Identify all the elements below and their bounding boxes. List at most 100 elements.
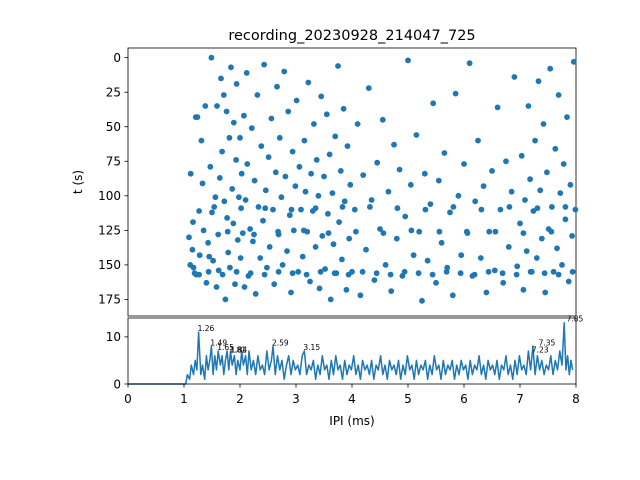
raster-point xyxy=(325,210,331,217)
ipi-x-tick-label: 2 xyxy=(236,392,244,406)
raster-point xyxy=(331,270,338,277)
raster-point xyxy=(298,206,304,213)
raster-point xyxy=(230,220,237,227)
raster-point xyxy=(227,264,233,271)
raster-point xyxy=(569,268,576,275)
raster-point xyxy=(499,270,506,277)
raster-y-tick-label: 175 xyxy=(98,293,121,307)
chart-title: recording_20230928_214047_725 xyxy=(228,28,475,44)
raster-point xyxy=(351,206,358,213)
raster-point xyxy=(357,292,364,299)
raster-y-tick-label: 150 xyxy=(98,258,121,272)
raster-point xyxy=(237,255,244,261)
raster-point xyxy=(477,255,484,261)
raster-point xyxy=(522,197,528,203)
raster-point xyxy=(322,266,328,272)
raster-axes: 0 25 50 75 100 125 150 175 t (s) xyxy=(71,47,579,317)
raster-point xyxy=(415,270,422,277)
raster-point xyxy=(241,284,248,290)
raster-point xyxy=(234,237,241,243)
raster-y-tick-label: 75 xyxy=(106,155,121,169)
ipi-peak-label: 1.49 xyxy=(210,338,227,347)
raster-point xyxy=(336,219,342,226)
raster-point xyxy=(520,230,527,237)
raster-point xyxy=(244,161,251,167)
raster-point xyxy=(332,133,339,140)
raster-point xyxy=(254,92,261,98)
raster-point xyxy=(429,271,436,278)
raster-point xyxy=(311,121,317,127)
raster-point xyxy=(527,268,534,275)
raster-point xyxy=(447,209,453,216)
raster-point xyxy=(514,263,521,270)
raster-point xyxy=(210,257,217,264)
raster-y-tick-label: 100 xyxy=(98,189,121,203)
raster-point xyxy=(288,289,294,296)
raster-point xyxy=(427,201,434,208)
raster-point xyxy=(374,159,381,166)
raster-point xyxy=(233,81,240,87)
raster-point xyxy=(215,267,222,274)
raster-point xyxy=(260,217,266,224)
raster-point xyxy=(238,205,245,212)
ipi-peak-label: 1.84 xyxy=(231,345,248,354)
ipi-histogram-line xyxy=(128,321,574,385)
raster-point xyxy=(500,279,507,286)
raster-point xyxy=(555,271,562,278)
raster-point xyxy=(541,270,548,277)
raster-point xyxy=(360,172,367,179)
raster-point xyxy=(549,204,555,210)
raster-point xyxy=(209,209,215,216)
raster-point xyxy=(228,64,234,71)
raster-point xyxy=(239,230,246,237)
raster-point xyxy=(413,132,420,138)
raster-point xyxy=(262,187,269,194)
raster-point xyxy=(307,278,313,285)
raster-point xyxy=(345,271,352,278)
raster-y-tick-label: 125 xyxy=(98,224,121,238)
raster-point xyxy=(232,281,238,288)
raster-point xyxy=(441,150,448,156)
raster-point xyxy=(325,230,332,237)
raster-point xyxy=(570,58,577,65)
raster-point xyxy=(233,157,240,163)
raster-point xyxy=(489,168,495,174)
raster-point xyxy=(275,228,281,235)
raster-point xyxy=(367,204,373,210)
raster-point xyxy=(261,61,267,68)
raster-point xyxy=(289,270,296,277)
raster-point xyxy=(380,230,387,237)
raster-point xyxy=(196,271,203,278)
raster-point xyxy=(562,216,569,223)
raster-point xyxy=(483,289,490,296)
raster-point xyxy=(290,227,297,234)
raster-point xyxy=(268,115,275,122)
raster-point xyxy=(424,257,431,264)
raster-point xyxy=(274,83,280,90)
raster-point xyxy=(243,70,250,76)
raster-point xyxy=(478,206,485,213)
raster-point xyxy=(385,188,392,195)
raster-point xyxy=(276,134,283,141)
raster-point xyxy=(565,278,572,285)
ipi-x-tick-label: 7 xyxy=(516,392,524,406)
raster-point xyxy=(293,97,300,104)
raster-y-tick-label: 25 xyxy=(106,86,121,100)
raster-point xyxy=(220,92,227,98)
raster-point xyxy=(272,169,279,176)
raster-point xyxy=(382,262,389,268)
raster-point xyxy=(466,60,473,67)
raster-point xyxy=(511,74,518,80)
raster-point xyxy=(452,90,459,97)
raster-point xyxy=(313,157,320,163)
raster-point xyxy=(343,286,350,293)
raster-point xyxy=(341,198,348,205)
raster-point xyxy=(225,249,232,256)
ipi-peak-label: 7.35 xyxy=(539,338,556,347)
raster-point xyxy=(485,268,492,275)
ipi-peak-label: 1.81 xyxy=(230,345,247,354)
raster-point xyxy=(257,255,264,261)
raster-point xyxy=(337,168,344,174)
raster-point xyxy=(560,161,567,167)
